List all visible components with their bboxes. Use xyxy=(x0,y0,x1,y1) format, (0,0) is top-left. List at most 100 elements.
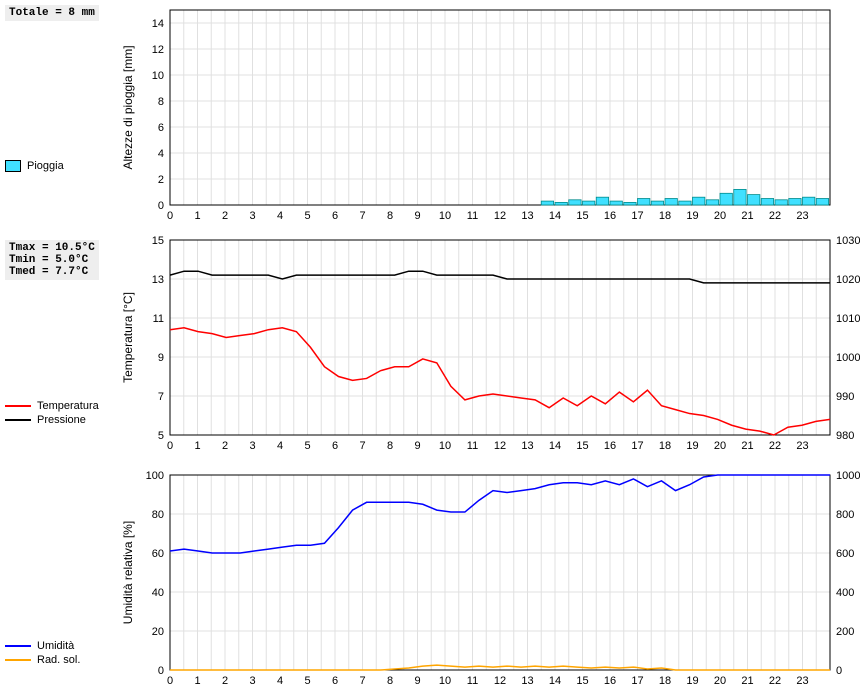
svg-text:9: 9 xyxy=(414,440,420,450)
svg-text:8: 8 xyxy=(158,96,164,108)
svg-text:4: 4 xyxy=(158,148,164,160)
svg-text:0: 0 xyxy=(167,210,173,220)
svg-text:6: 6 xyxy=(332,675,338,685)
legend-item-temp: Temperatura xyxy=(5,400,99,412)
svg-text:5: 5 xyxy=(304,675,310,685)
svg-text:15: 15 xyxy=(576,210,588,220)
svg-text:8: 8 xyxy=(387,210,393,220)
svg-text:22: 22 xyxy=(769,675,781,685)
rain-total-stat: Totale = 8 mm xyxy=(5,5,99,21)
svg-text:Altezze di pioggia [mm]: Altezze di pioggia [mm] xyxy=(121,45,135,169)
svg-text:2: 2 xyxy=(158,174,164,186)
svg-text:1020: 1020 xyxy=(836,274,860,286)
svg-text:14: 14 xyxy=(549,210,561,220)
svg-text:12: 12 xyxy=(494,440,506,450)
svg-text:1030: 1030 xyxy=(836,235,860,247)
svg-text:14: 14 xyxy=(152,18,164,30)
svg-text:17: 17 xyxy=(631,675,643,685)
humid-line-icon xyxy=(5,645,31,647)
rain-chart: 0246810121401234567891011121314151617181… xyxy=(110,5,860,220)
svg-text:19: 19 xyxy=(686,675,698,685)
svg-text:9: 9 xyxy=(158,352,164,364)
svg-text:1000: 1000 xyxy=(836,352,860,364)
svg-text:0: 0 xyxy=(167,440,173,450)
svg-text:1: 1 xyxy=(194,440,200,450)
svg-text:600: 600 xyxy=(836,548,854,560)
svg-text:0: 0 xyxy=(167,675,173,685)
svg-text:22: 22 xyxy=(769,440,781,450)
svg-text:18: 18 xyxy=(659,210,671,220)
svg-text:200: 200 xyxy=(836,626,854,638)
panel3-series-legend: Umidità Rad. sol. xyxy=(5,640,80,668)
svg-text:20: 20 xyxy=(714,675,726,685)
svg-text:9: 9 xyxy=(414,210,420,220)
panel1-series-legend: Pioggia xyxy=(5,160,64,174)
svg-text:3: 3 xyxy=(249,210,255,220)
svg-text:2: 2 xyxy=(222,440,228,450)
svg-text:15: 15 xyxy=(576,675,588,685)
svg-text:40: 40 xyxy=(152,587,164,599)
svg-text:990: 990 xyxy=(836,391,854,403)
svg-text:17: 17 xyxy=(631,210,643,220)
svg-text:1010: 1010 xyxy=(836,313,860,325)
legend-item-rain: Pioggia xyxy=(5,160,64,172)
svg-text:6: 6 xyxy=(332,440,338,450)
svg-text:4: 4 xyxy=(277,675,283,685)
svg-text:16: 16 xyxy=(604,440,616,450)
svg-text:14: 14 xyxy=(549,440,561,450)
svg-text:980: 980 xyxy=(836,430,854,442)
svg-text:5: 5 xyxy=(304,210,310,220)
panel2-stats: Tmax = 10.5°C Tmin = 5.0°C Tmed = 7.7°C xyxy=(5,240,99,280)
svg-text:11: 11 xyxy=(153,313,164,325)
svg-text:13: 13 xyxy=(521,440,533,450)
svg-text:12: 12 xyxy=(152,44,164,56)
svg-text:9: 9 xyxy=(414,675,420,685)
svg-text:8: 8 xyxy=(387,440,393,450)
svg-text:Temperatura [°C]: Temperatura [°C] xyxy=(121,292,135,383)
svg-text:10: 10 xyxy=(152,70,164,82)
legend-label-humid: Umidità xyxy=(37,640,74,652)
tmin-stat: Tmin = 5.0°C xyxy=(9,254,95,266)
svg-text:23: 23 xyxy=(796,440,808,450)
svg-text:18: 18 xyxy=(659,440,671,450)
legend-item-humid: Umidità xyxy=(5,640,80,652)
svg-text:4: 4 xyxy=(277,210,283,220)
svg-text:5: 5 xyxy=(304,440,310,450)
svg-text:Umidità relativa [%]: Umidità relativa [%] xyxy=(121,521,135,624)
svg-text:4: 4 xyxy=(277,440,283,450)
svg-text:1: 1 xyxy=(194,210,200,220)
svg-text:15: 15 xyxy=(576,440,588,450)
svg-text:17: 17 xyxy=(631,440,643,450)
temp-press-chart: 5791113159809901000101010201030012345678… xyxy=(110,235,860,450)
svg-text:0: 0 xyxy=(158,665,164,677)
legend-label-press: Pressione xyxy=(37,414,86,426)
svg-text:13: 13 xyxy=(521,675,533,685)
svg-text:13: 13 xyxy=(152,274,164,286)
temp-stats: Tmax = 10.5°C Tmin = 5.0°C Tmed = 7.7°C xyxy=(5,240,99,280)
legend-label-rain: Pioggia xyxy=(27,160,64,172)
svg-text:80: 80 xyxy=(152,509,164,521)
svg-text:23: 23 xyxy=(796,210,808,220)
svg-text:2: 2 xyxy=(222,675,228,685)
svg-text:18: 18 xyxy=(659,675,671,685)
legend-item-rad: Rad. sol. xyxy=(5,654,80,666)
svg-text:23: 23 xyxy=(796,675,808,685)
legend-label-temp: Temperatura xyxy=(37,400,99,412)
svg-text:19: 19 xyxy=(686,210,698,220)
svg-text:10: 10 xyxy=(439,675,451,685)
svg-text:21: 21 xyxy=(741,440,753,450)
press-line-icon xyxy=(5,419,31,421)
svg-text:7: 7 xyxy=(359,440,365,450)
svg-text:2: 2 xyxy=(222,210,228,220)
svg-text:7: 7 xyxy=(359,675,365,685)
svg-text:3: 3 xyxy=(249,675,255,685)
svg-text:8: 8 xyxy=(387,675,393,685)
svg-text:7: 7 xyxy=(359,210,365,220)
svg-text:800: 800 xyxy=(836,509,854,521)
svg-text:10: 10 xyxy=(439,210,451,220)
legend-item-press: Pressione xyxy=(5,414,99,426)
svg-text:1000: 1000 xyxy=(836,470,860,482)
svg-text:6: 6 xyxy=(332,210,338,220)
svg-text:12: 12 xyxy=(494,675,506,685)
temp-line-icon xyxy=(5,405,31,407)
